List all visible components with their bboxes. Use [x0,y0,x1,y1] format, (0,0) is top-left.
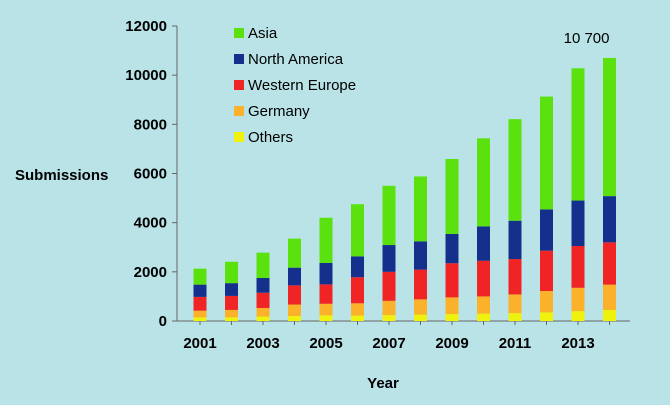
bar-segment-others [256,316,270,321]
bar-segment-others [603,309,616,321]
legend-label: Others [248,129,293,146]
bar-segment-western-europe [351,277,364,304]
legend-label: Asia [248,25,278,42]
bar-segment-others [193,317,207,321]
bar-segment-western-europe [382,271,396,301]
y-tick-label: 6000 [134,166,167,183]
x-tick-label: 2011 [499,335,532,352]
bar-segment-germany [477,296,490,314]
bar-segment-germany [319,303,333,316]
bar-segment-asia [571,68,585,201]
bar-segment-germany [445,297,459,315]
bar-segment-north-america [571,200,585,247]
bar-segment-north-america [508,220,522,260]
bar-segment-western-europe [288,285,301,305]
legend-label: Germany [248,103,310,120]
y-tick-label: 0 [159,313,167,330]
bar-segment-western-europe [193,296,207,311]
bar-segment-asia [319,217,333,263]
bar-segment-western-europe [508,259,522,295]
bar-segment-germany [256,307,270,317]
bar-segment-germany [351,303,364,316]
bar-segment-germany [414,299,427,315]
bar-segment-asia [414,176,427,242]
bar-segment-western-europe [319,284,333,304]
bar-segment-north-america [382,245,396,272]
x-tick-label: 2001 [183,335,216,352]
bar-segment-asia [225,261,238,284]
x-tick-label: 2007 [372,335,405,352]
legend-swatch [234,54,244,64]
bar-segment-asia [540,96,553,210]
bar-segment-western-europe [477,260,490,297]
bar-segment-western-europe [414,269,427,300]
bar-segment-asia [256,252,270,278]
bar-segment-asia [382,185,396,246]
bar-segment-asia [193,268,207,285]
x-axis-title: Year [367,375,399,392]
bar-segment-north-america [288,267,301,286]
bar-segment-north-america [256,277,270,293]
y-tick-label: 8000 [134,116,167,133]
x-tick-label: 2003 [246,335,279,352]
bar-segment-germany [603,284,616,310]
y-axis-title: Submissions [15,167,108,184]
bar-segment-western-europe [571,246,585,288]
bar-segment-asia [288,238,301,268]
bar-segment-western-europe [445,263,459,298]
bar-segment-north-america [351,256,364,278]
total-annotation: 10 700 [564,30,610,47]
legend-label: Western Europe [248,77,356,94]
bar-segment-germany [193,310,207,318]
bar-segment-germany [288,304,301,317]
bar-segment-north-america [477,226,490,261]
legend-swatch [234,132,244,142]
bar-segment-germany [508,294,522,314]
bar-segment-asia [477,138,490,227]
bar-segment-germany [540,291,553,313]
legend-label: North America [248,51,344,68]
bar-segment-germany [382,300,396,316]
bar-segment-western-europe [603,242,616,285]
y-tick-label: 2000 [134,264,167,281]
bar-segment-asia [508,119,522,221]
bar-segment-others [288,316,301,321]
legend-swatch [234,28,244,38]
bar-segment-north-america [225,283,238,296]
bar-segment-western-europe [540,250,553,292]
x-tick-label: 2013 [561,335,594,352]
x-tick-label: 2009 [435,335,468,352]
bar-segment-others [477,313,490,321]
bar-segment-others [382,315,396,321]
bar-segment-north-america [603,196,616,243]
y-tick-label: 4000 [134,215,167,232]
bar-segment-germany [225,309,238,318]
bar-segment-others [351,315,364,321]
legend-swatch [234,106,244,116]
bar-segment-western-europe [225,295,238,310]
bar-segment-asia [351,204,364,257]
bar-segment-north-america [445,233,459,264]
bar-segment-north-america [193,284,207,297]
y-tick-label: 10000 [125,67,167,84]
bar-segment-north-america [414,241,427,270]
bar-segment-north-america [540,209,553,251]
bar-segment-germany [571,287,585,312]
legend-swatch [234,80,244,90]
bar-segment-others [571,311,585,321]
y-tick-label: 12000 [125,18,167,35]
x-tick-label: 2005 [309,335,342,352]
bar-segment-others [414,314,427,321]
bar-segment-others [540,312,553,321]
bar-segment-others [319,315,333,321]
bar-segment-others [445,314,459,321]
bar-segment-others [508,313,522,321]
bar-segment-north-america [319,262,333,285]
bar-segment-western-europe [256,292,270,308]
bar-segment-asia [603,57,616,197]
bar-segment-asia [445,158,459,234]
bar-segment-others [225,317,238,321]
